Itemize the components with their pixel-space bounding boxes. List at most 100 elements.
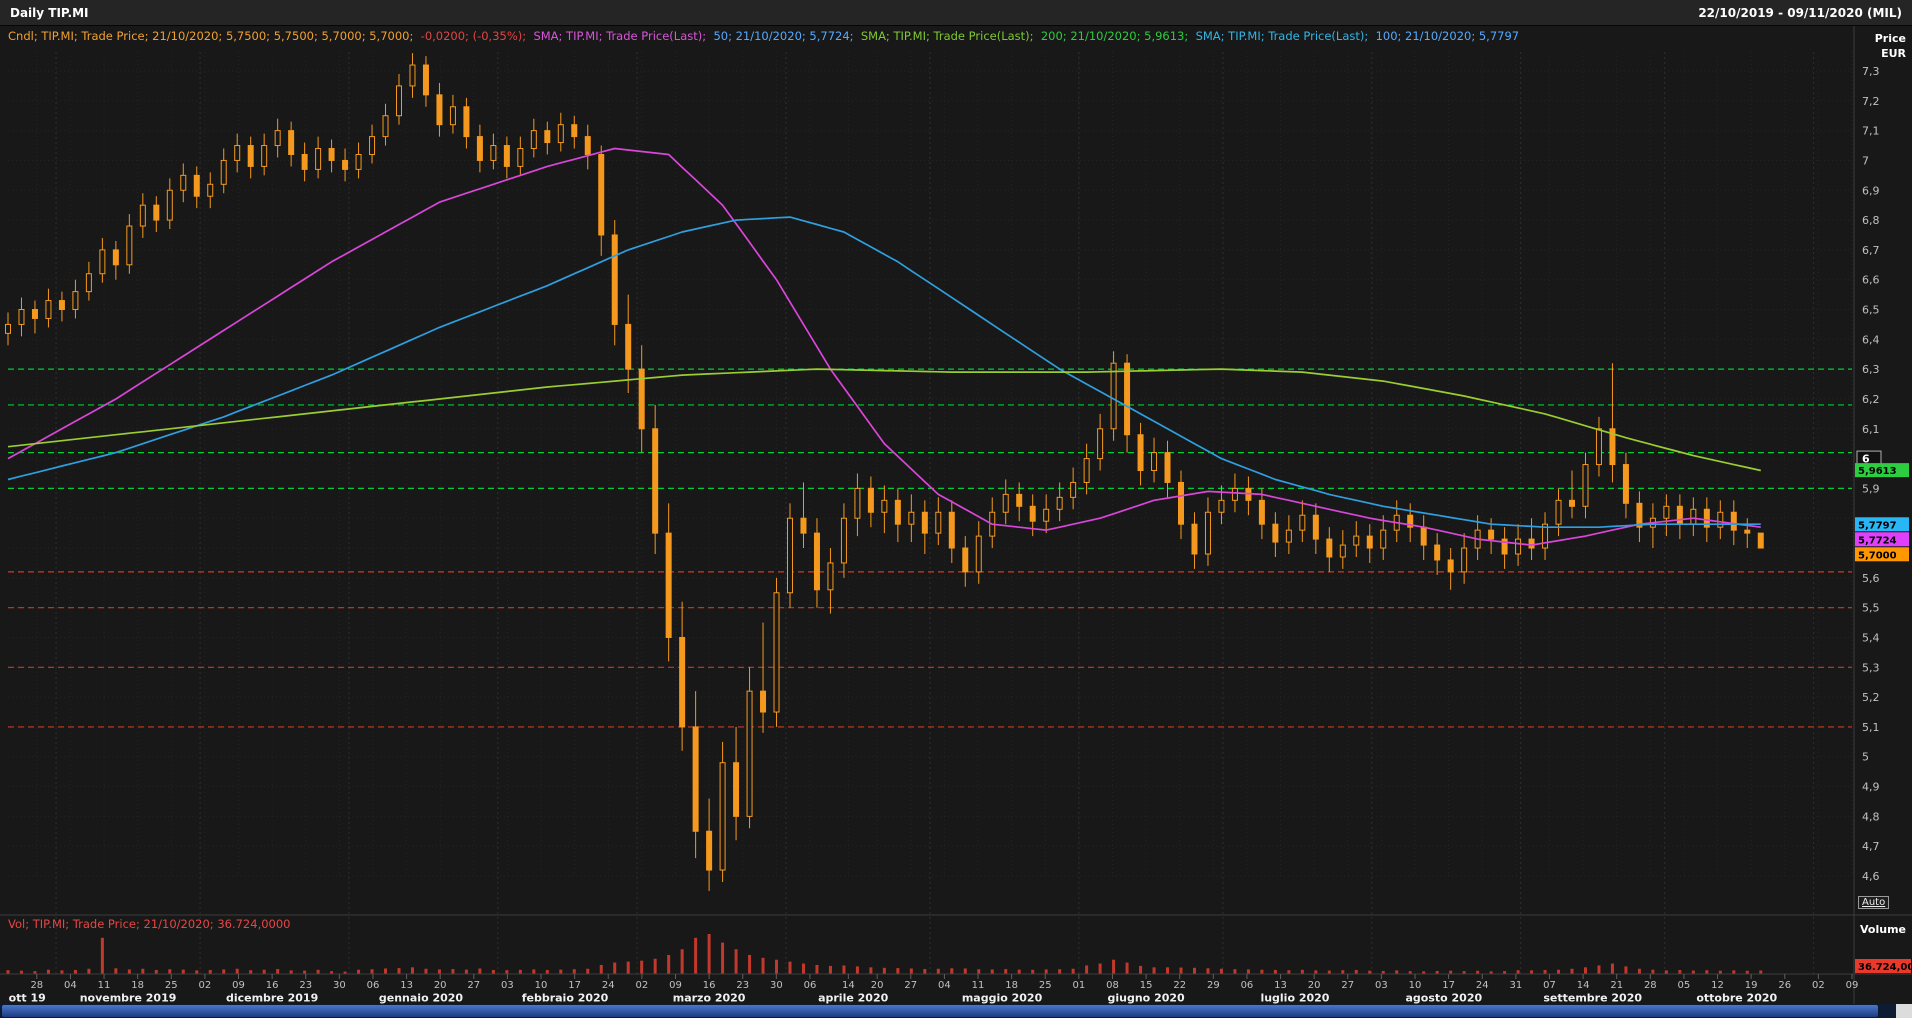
candle-body (31, 309, 38, 319)
volume-bar (1368, 970, 1372, 974)
volume-bar (33, 971, 37, 974)
date-tick-label: 06 (367, 980, 380, 991)
candle-body (1326, 538, 1333, 558)
volume-bar (572, 969, 576, 974)
candle-body (1582, 464, 1589, 507)
candle-body (1380, 529, 1387, 549)
volume-bar (896, 968, 900, 974)
auto-scale-button[interactable]: Auto (1858, 896, 1890, 909)
candle-body (706, 830, 713, 871)
candle-body (1218, 499, 1225, 513)
volume-bar (936, 968, 940, 974)
candle-body (1016, 493, 1023, 507)
month-label: gennaio 2020 (379, 992, 464, 1005)
candle-body (1676, 505, 1683, 525)
volume-bar (1166, 967, 1170, 974)
candle-body (1312, 514, 1319, 540)
volume-bar (1462, 971, 1466, 974)
horizontal-scrollbar[interactable] (0, 1004, 1912, 1018)
volume-bar (1031, 969, 1035, 974)
volume-bar (707, 934, 711, 974)
candle-body (1097, 428, 1104, 460)
volume-bar (1381, 970, 1385, 974)
volume-bar (559, 969, 563, 974)
month-label: aprile 2020 (818, 992, 889, 1005)
price-tick-label: 6,8 (1862, 214, 1880, 227)
date-tick-label: 13 (400, 980, 413, 991)
price-tick-label: 7,2 (1862, 95, 1880, 108)
candle-body (1151, 452, 1158, 472)
candle-body (476, 136, 483, 161)
candle-body (800, 517, 807, 534)
volume-bar (1017, 969, 1021, 974)
volume-bar (1583, 967, 1587, 974)
volume-bar (1260, 969, 1264, 974)
candle-body (1285, 529, 1292, 543)
candle-body (18, 309, 25, 325)
scrollbar-handle[interactable] (2, 1005, 1878, 1017)
candle-body (58, 300, 65, 311)
volume-bar (195, 970, 199, 974)
candle-body (557, 124, 564, 144)
volume-bar (1651, 969, 1655, 974)
price-tick-label: 5,1 (1862, 721, 1880, 734)
date-tick-label: 28 (30, 980, 43, 991)
candle-body (1488, 529, 1495, 540)
candle-body (503, 145, 510, 167)
volume-bar (1300, 969, 1304, 974)
candle-body (692, 726, 699, 832)
candle-body (422, 64, 429, 96)
date-tick-label: 11 (98, 980, 111, 991)
volume-bar (761, 957, 765, 974)
volume-bar (909, 968, 913, 974)
volume-bar (694, 937, 698, 974)
candle-body (139, 204, 146, 227)
volume-bar (1664, 970, 1668, 974)
volume-bar (1449, 970, 1453, 974)
volume-bar (855, 966, 859, 974)
volume-bar (1637, 968, 1641, 974)
candle-body (962, 547, 969, 573)
date-tick-label: 02 (1812, 980, 1825, 991)
price-tick-label: 5,5 (1862, 602, 1880, 615)
candle-body (840, 517, 847, 564)
volume-bar (1206, 968, 1210, 974)
volume-bar (950, 968, 954, 974)
chart-canvas[interactable]: 7,37,27,176,96,86,76,66,56,46,36,26,165,… (0, 26, 1912, 1004)
price-tick-label: 5 (1862, 751, 1869, 764)
date-tick-label: 09 (669, 980, 682, 991)
date-tick-label: 28 (1644, 980, 1657, 991)
volume-bar (1610, 963, 1614, 974)
date-tick-label: 10 (535, 980, 548, 991)
volume-bar (1570, 968, 1574, 974)
last-value-badge-text: 5,7797 (1858, 520, 1897, 531)
candle-body (153, 204, 160, 221)
price-tick-label: 6,2 (1862, 393, 1880, 406)
volume-bar (19, 970, 23, 974)
date-tick-label: 29 (1207, 980, 1220, 991)
volume-bar (424, 968, 428, 974)
candle-body (1501, 538, 1508, 555)
month-label: maggio 2020 (962, 992, 1043, 1005)
volume-bar (437, 969, 441, 974)
volume-bar (963, 968, 967, 974)
volume-value-badge (1855, 959, 1911, 973)
date-tick-label: 17 (1442, 980, 1455, 991)
volume-bar (73, 970, 77, 974)
candle-body (544, 130, 551, 144)
candle-body (396, 85, 403, 117)
date-tick-label: 03 (501, 980, 514, 991)
volume-bar (828, 965, 832, 974)
candle-body (1258, 499, 1265, 525)
candle-body (517, 148, 524, 167)
date-tick-label: 24 (1476, 980, 1489, 991)
volume-bar (114, 968, 118, 974)
candle-body (1083, 458, 1090, 483)
date-range: 22/10/2019 - 09/11/2020 (MIL) (1698, 5, 1902, 20)
candle-body (1002, 493, 1009, 513)
date-tick-label: 06 (804, 980, 817, 991)
volume-bar (181, 969, 185, 974)
legend-segment: Vol; TIP.MI; Trade Price; 21/10/2020; 36… (8, 917, 291, 931)
price-tick-label: 4,7 (1862, 840, 1880, 853)
date-tick-label: 08 (1106, 980, 1119, 991)
